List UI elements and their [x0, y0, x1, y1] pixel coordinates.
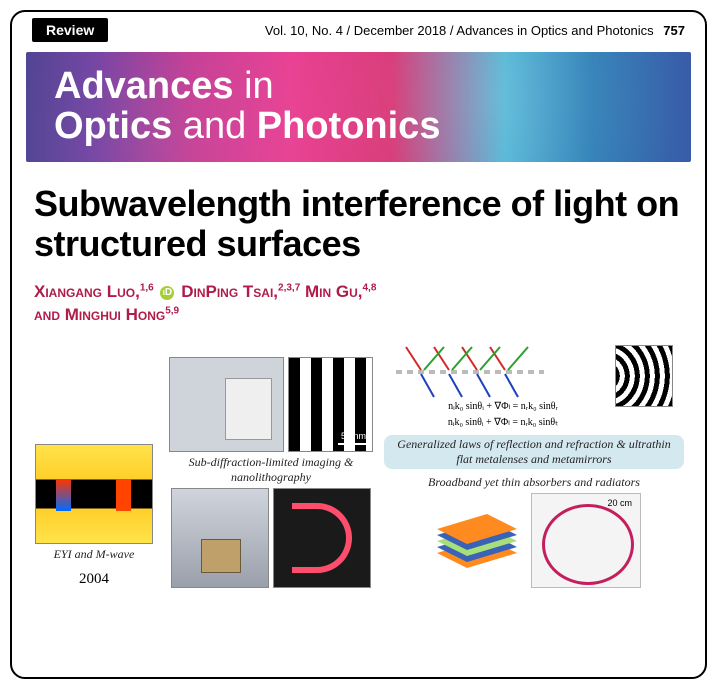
figure-grid: EYI and M-wave 2004 50 nm Sub-diffractio…: [12, 341, 705, 600]
author-1-aff: 1,6: [140, 283, 154, 294]
banner-title: Advances in Optics and Photonics: [54, 67, 440, 147]
orcid-icon: iD: [160, 286, 174, 300]
right-row-1: nᵢk₀ sinθᵢ + ∇Φₗ = nᵣk₀ sinθᵣ nᵢk₀ sinθᵢ…: [396, 345, 673, 432]
author-3-aff: 4,8: [363, 283, 377, 294]
author-2: DinPing Tsai,: [181, 282, 278, 301]
banner-photonics: Photonics: [257, 105, 441, 147]
figure-col-middle: 50 nm Sub-diffraction-limited imaging & …: [166, 357, 376, 588]
page-container: Review Vol. 10, No. 4 / December 2018 / …: [10, 10, 707, 679]
page-number: 757: [663, 23, 685, 38]
scalebar-20cm: 20 cm: [607, 498, 632, 508]
issue-text: Vol. 10, No. 4 / December 2018 / Advance…: [265, 23, 654, 38]
scalebar-50nm: 50 nm: [341, 431, 366, 441]
figure-stripes: 50 nm: [288, 357, 373, 452]
figure-antenna-disc: 20 cm: [531, 493, 641, 588]
figure-crescents-pattern: [615, 345, 673, 407]
figure-eyi-mwave: [35, 444, 153, 544]
issue-info: Vol. 10, No. 4 / December 2018 / Advance…: [265, 23, 685, 38]
article-title: Subwavelength interference of light on s…: [12, 174, 705, 277]
figure-spiral-f: [273, 488, 371, 588]
caption-subdiffraction: Sub-diffraction-limited imaging & nanoli…: [166, 455, 376, 485]
author-3: Min Gu,: [305, 282, 363, 301]
refraction-block: nᵢk₀ sinθᵢ + ∇Φₗ = nᵣk₀ sinθᵣ nᵢk₀ sinθᵢ…: [396, 345, 611, 432]
banner-advances: Advances: [54, 65, 234, 107]
equation-2: nᵢk₀ sinθᵢ + ∇Φₗ = nᵣk₀ sinθₜ: [396, 417, 611, 430]
journal-banner: Advances in Optics and Photonics: [26, 52, 691, 162]
figure-col-right: nᵢk₀ sinθᵢ + ∇Φₗ = nᵣk₀ sinθᵣ nᵢk₀ sinθᵢ…: [384, 345, 684, 588]
banner-in: in: [234, 65, 274, 107]
figure-col-left: EYI and M-wave 2004: [30, 444, 158, 588]
right-row-2: 20 cm: [427, 493, 641, 588]
caption-refraction: Generalized laws of reflection and refra…: [384, 435, 684, 469]
banner-optics: Optics: [54, 105, 172, 147]
top-bar: Review Vol. 10, No. 4 / December 2018 / …: [12, 12, 705, 44]
author-4-aff: 5,9: [165, 305, 179, 316]
author-2-aff: 2,3,7: [278, 283, 300, 294]
banner-and: and: [172, 105, 257, 147]
review-badge: Review: [32, 18, 108, 42]
equation-1: nᵢk₀ sinθᵢ + ∇Φₗ = nᵣk₀ sinθᵣ: [396, 401, 611, 414]
caption-absorbers: Broadband yet thin absorbers and radiato…: [428, 475, 640, 490]
caption-eyi: EYI and M-wave: [54, 547, 135, 562]
middle-row-1: 50 nm: [169, 357, 373, 452]
figure-stage: [171, 488, 269, 588]
author-1: Xiangang Luo,: [34, 282, 140, 301]
author-4: and Minghui Hong: [34, 305, 165, 324]
year-label: 2004: [79, 571, 109, 588]
figure-refraction-arrows: [396, 345, 544, 399]
figure-lab-machine: [169, 357, 284, 452]
figure-layered-stack: [427, 493, 527, 588]
author-list: Xiangang Luo,1,6 iD DinPing Tsai,2,3,7 M…: [12, 277, 705, 341]
middle-row-2: [171, 488, 371, 588]
